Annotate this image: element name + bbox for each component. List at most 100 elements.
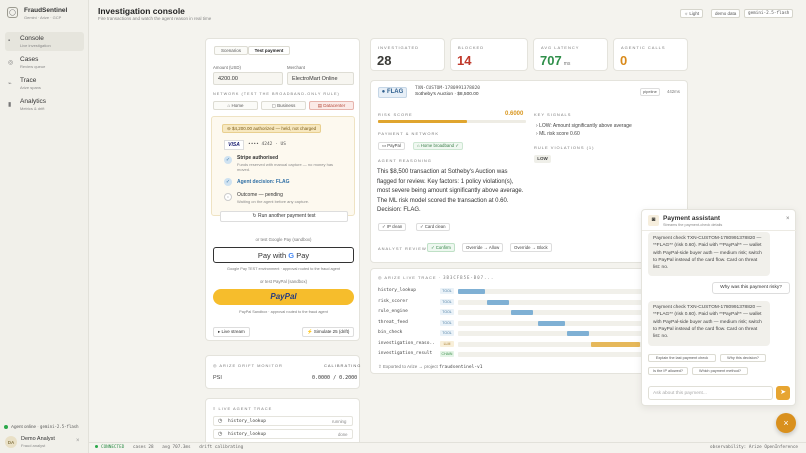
span-bar — [591, 341, 641, 347]
trace-row[interactable]: ◷ history_lookup running — [213, 416, 353, 426]
decision-badge-text: FLAG — [386, 89, 404, 95]
stat-number: 28 — [377, 53, 392, 68]
trace-span-row[interactable]: rule_engine TOOL — [378, 309, 680, 316]
agent-status-label: Agent online — [11, 424, 37, 429]
confirm-button[interactable]: ✓ Confirm — [427, 243, 455, 252]
demo-data-button[interactable]: demo data — [711, 9, 741, 18]
span-name: threat_feed — [378, 319, 408, 325]
sidebar-item-sub: Arize spans — [20, 85, 41, 90]
tab-test-payment[interactable]: Test payment — [248, 46, 290, 55]
step-sub: Funds reserved with manual capture — no … — [237, 162, 334, 172]
run-another-button[interactable]: ↻ Run another payment test — [220, 211, 348, 222]
google-pay-button[interactable]: Pay with G Pay — [213, 247, 354, 263]
clock-icon: ◷ — [218, 418, 223, 424]
model-button[interactable]: gemini-2.5-flash — [744, 9, 794, 18]
export-text: Exported to Arize → project — [383, 364, 438, 369]
suggestion-chip[interactable]: Is the IP allowed? — [648, 367, 688, 375]
network-label-home: Home — [231, 103, 244, 108]
latency-value: 442ms — [667, 89, 680, 94]
sidebar-item-console[interactable]: ▪ Console Live investigation — [5, 32, 84, 51]
trace-row[interactable]: ◷ history_lookup done — [213, 429, 353, 439]
trace-span-row[interactable]: risk_scorer TOOL — [378, 298, 680, 306]
analytics-icon: ▮ — [8, 102, 12, 108]
span-name: risk_scorer — [378, 298, 408, 304]
trace-span-row[interactable]: investigation_result CHAIN — [378, 351, 680, 358]
span-bar — [537, 320, 565, 326]
reasoning-label: AGENT REASONING — [378, 158, 432, 163]
network-home-button[interactable]: ⌂ Home — [213, 101, 258, 110]
live-stream-button[interactable]: ▸ Live stream — [213, 327, 250, 337]
trace-span-row[interactable]: investigation_reaso.. LLM — [378, 340, 680, 348]
step-title: Agent decision: FLAG — [237, 179, 290, 185]
trace-span-row[interactable]: history_lookup TOOL — [378, 288, 680, 295]
suggestion-chip[interactable]: Explain the last payment check — [648, 354, 716, 362]
reasoning-text: This $8,500 transaction at Sotheby's Auc… — [377, 169, 524, 213]
stat-avg-latency: AVG LATENCY 707 ms — [533, 38, 608, 71]
card-number: •••• 4242 · US — [248, 142, 286, 147]
user-profile[interactable]: DA Demo Analyst Fraud analyst × — [4, 434, 84, 450]
network-label: NETWORK (TEST THE BROADBAND-ONLY RULE) — [213, 92, 340, 96]
trace-icon: ⌁ — [8, 81, 12, 87]
sidebar-item-trace[interactable]: ⌁ Trace Arize spans — [5, 74, 84, 93]
stat-number: 707 — [540, 53, 562, 68]
network-chip: ⌂ Home broadband ✓ — [413, 142, 463, 150]
connection-status: CONNECTED — [95, 445, 124, 450]
suggestion-chip[interactable]: Which payment method? — [692, 367, 748, 375]
paypal-button[interactable]: PayPal — [213, 289, 354, 305]
key-signal-text: LOW: Amount significantly above average — [539, 123, 632, 129]
rule-violations-label: RULE VIOLATIONS (1) — [534, 145, 595, 150]
chat-toggle-close-icon[interactable]: × — [776, 413, 796, 433]
network-business-button[interactable]: ▢ Business — [261, 101, 306, 110]
stat-label: AGENTIC CALLS — [621, 45, 666, 50]
network-datacenter-button[interactable]: ▤ Datacenter — [309, 101, 354, 110]
app-subtitle: Gemini · Arize · GCP — [24, 15, 62, 20]
card-clean-text: Card clean — [424, 224, 446, 229]
sidebar-item-analytics[interactable]: ▮ Analytics Metrics & drift — [5, 95, 84, 114]
stat-value: 707 ms — [540, 53, 570, 68]
assistant-sub: Streams the payment-check details — [663, 223, 723, 227]
theme-toggle-button[interactable]: ☼ Light — [680, 9, 704, 18]
live-trace-title: ≡ LIVE AGENT TRACE — [213, 406, 273, 411]
sidebar-item-cases[interactable]: ◎ Cases Review queue — [5, 53, 84, 72]
tab-scenarios[interactable]: Scenarios — [214, 46, 248, 55]
trace-span-row[interactable]: threat_feed TOOL — [378, 319, 680, 327]
trace-row-name: history_lookup — [228, 419, 266, 424]
google-g-icon: G — [288, 251, 295, 260]
span-name: rule_engine — [378, 309, 408, 314]
app-name: FraudSentinel — [24, 7, 68, 14]
send-icon[interactable]: ➤ — [776, 386, 790, 400]
span-track — [458, 299, 680, 305]
simulate-label: Simulate 25 (drift) — [313, 329, 350, 334]
merchant-label: Merchant — [287, 65, 305, 70]
trace-span-row[interactable]: bin_check TOOL — [378, 330, 680, 337]
override-allow-button[interactable]: Override → Allow — [462, 243, 504, 252]
amount-input[interactable]: 4200.00 — [213, 72, 283, 85]
logout-icon[interactable]: × — [76, 438, 80, 444]
simulate-button[interactable]: ⚡ Simulate 25 (drift) — [302, 327, 355, 337]
paypal-hint: or test PayPal (sandbox) — [259, 279, 308, 284]
merchant-input[interactable]: ElectroMart Online — [287, 72, 354, 85]
suggestion-chip[interactable]: Why this decision? — [720, 354, 766, 362]
chat-input[interactable]: Ask about this payment... — [648, 386, 773, 400]
google-pay-label: Pay with G Pay — [257, 251, 310, 260]
drift-status-text: drift calibrating — [199, 445, 244, 450]
risk-bar-fill — [378, 120, 467, 123]
theme-label: Light — [689, 11, 700, 16]
sidebar-item-sub: Review queue — [20, 64, 46, 69]
span-track — [458, 341, 680, 347]
stat-agentic-calls: AGENTIC CALLS 0 — [613, 38, 688, 71]
span-kind-badge: LLM — [440, 340, 454, 347]
close-icon[interactable]: × — [786, 216, 790, 222]
payment-assistant-panel: ◙ Payment assistant Streams the payment-… — [641, 209, 797, 406]
divider — [642, 230, 797, 231]
clock-icon: ◷ — [218, 431, 223, 437]
step-title: Stripe authorised — [237, 155, 279, 161]
span-kind-badge: TOOL — [440, 309, 454, 315]
arize-trace-title-text: ARIZE LIVE TRACE — [384, 275, 437, 280]
cases-count: cases 28 — [132, 445, 154, 450]
connected-text: CONNECTED — [101, 445, 125, 450]
key-signal: › ML risk score 0.60 — [536, 131, 580, 137]
span-kind-badge: TOOL — [440, 288, 454, 294]
decision-badge: ● FLAG — [378, 87, 407, 98]
override-block-button[interactable]: Override → Block — [510, 243, 552, 252]
